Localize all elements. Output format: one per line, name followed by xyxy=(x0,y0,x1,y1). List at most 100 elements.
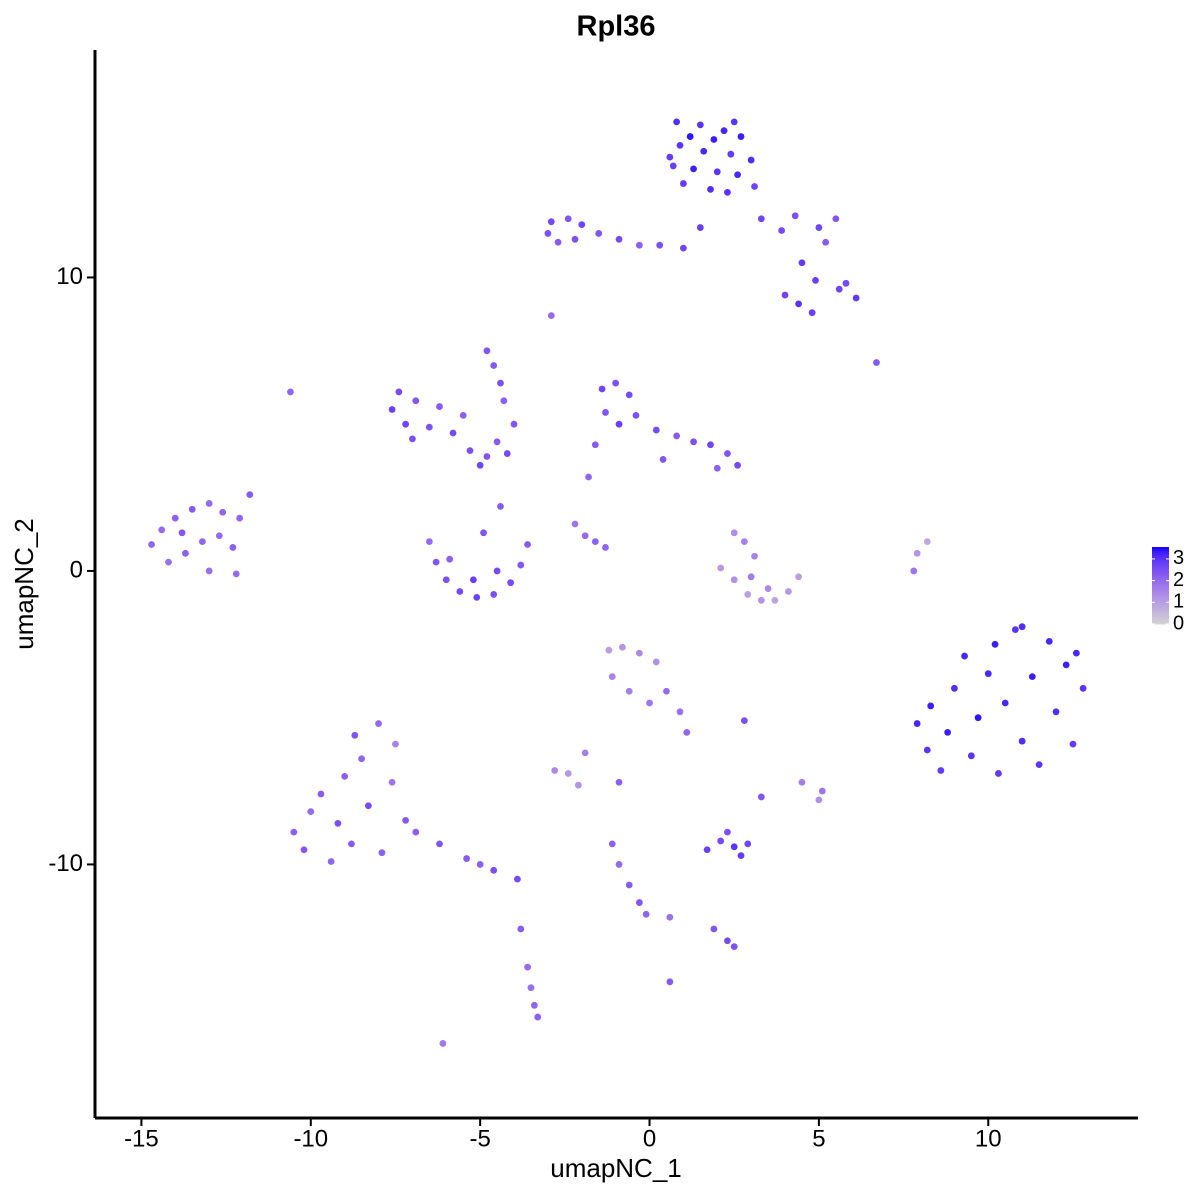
point xyxy=(476,461,484,469)
point xyxy=(707,441,714,449)
colorbar-label: 0 xyxy=(1173,612,1184,634)
colorbar-segment xyxy=(1152,598,1169,602)
colorbar-segment xyxy=(1152,558,1169,561)
point xyxy=(412,397,420,405)
point xyxy=(188,505,196,513)
point xyxy=(148,541,155,548)
point xyxy=(696,224,704,231)
point xyxy=(608,840,616,848)
point xyxy=(747,156,755,164)
x-tick-label: 0 xyxy=(643,1125,656,1152)
point xyxy=(707,186,714,193)
point xyxy=(937,767,945,774)
point xyxy=(635,649,643,657)
point xyxy=(785,588,792,595)
point xyxy=(490,362,498,369)
point xyxy=(1035,761,1043,769)
point xyxy=(615,235,623,243)
point xyxy=(1018,737,1026,745)
point xyxy=(757,596,765,604)
point xyxy=(652,658,660,666)
colorbar-segment xyxy=(1152,566,1169,569)
point xyxy=(378,849,386,857)
colorbar-segment xyxy=(1152,554,1169,558)
point xyxy=(652,426,660,434)
point xyxy=(402,420,410,428)
colorbar-segment xyxy=(1152,597,1169,600)
colorbar-segment xyxy=(1152,548,1169,552)
point xyxy=(717,837,725,845)
point xyxy=(944,728,952,736)
point xyxy=(683,728,691,736)
point xyxy=(500,397,508,405)
colorbar-segment xyxy=(1152,591,1169,594)
colorbar-segment xyxy=(1152,589,1169,592)
point xyxy=(730,118,738,126)
point xyxy=(215,532,223,540)
point xyxy=(1018,623,1026,631)
point xyxy=(574,781,582,789)
point xyxy=(798,778,806,786)
point xyxy=(510,420,518,428)
point xyxy=(635,241,643,249)
axes: -15 -10 -5 0 5 10 -10 0 10 xyxy=(48,263,1001,1153)
point xyxy=(524,963,531,971)
point xyxy=(740,538,748,545)
colorbar-segment xyxy=(1152,593,1169,596)
point xyxy=(815,224,823,231)
point xyxy=(476,861,484,868)
point xyxy=(178,529,186,537)
point xyxy=(635,899,643,906)
x-tick-label: -15 xyxy=(124,1125,159,1152)
point xyxy=(564,770,572,777)
point xyxy=(625,391,633,399)
point xyxy=(720,127,728,135)
y-tick-label: 10 xyxy=(56,263,83,290)
point xyxy=(734,171,742,179)
colorbar-segment xyxy=(1152,550,1169,554)
point xyxy=(680,244,687,252)
point xyxy=(446,555,454,563)
point xyxy=(795,300,802,308)
point xyxy=(747,573,755,581)
point xyxy=(991,640,999,648)
point xyxy=(334,819,342,827)
point xyxy=(493,567,501,575)
point xyxy=(923,538,931,545)
point xyxy=(1079,684,1087,692)
point xyxy=(798,259,806,267)
point xyxy=(341,772,349,780)
point xyxy=(507,579,515,587)
point xyxy=(676,141,684,149)
point xyxy=(710,925,718,933)
point xyxy=(950,684,958,692)
colorbar-segment xyxy=(1152,604,1169,608)
point xyxy=(646,699,653,707)
point xyxy=(842,279,850,287)
point xyxy=(598,385,606,393)
y-tick-label: 0 xyxy=(70,556,83,583)
point xyxy=(710,136,718,143)
colorbar-label: 2 xyxy=(1173,569,1184,591)
point xyxy=(1072,649,1080,657)
point xyxy=(625,881,633,889)
point xyxy=(307,808,315,815)
point xyxy=(730,529,738,537)
point xyxy=(913,549,921,557)
point xyxy=(791,212,799,220)
point xyxy=(364,802,372,810)
colorbar-segment xyxy=(1152,568,1169,571)
point xyxy=(483,453,491,460)
point xyxy=(578,221,586,229)
chart-title: Rpl36 xyxy=(577,11,656,43)
point xyxy=(527,984,535,992)
point xyxy=(412,828,420,836)
point xyxy=(517,925,525,933)
colorbar-segment xyxy=(1152,572,1169,575)
point xyxy=(517,561,525,569)
colorbar-segment xyxy=(1152,622,1169,625)
point xyxy=(571,520,579,528)
point xyxy=(764,585,772,592)
